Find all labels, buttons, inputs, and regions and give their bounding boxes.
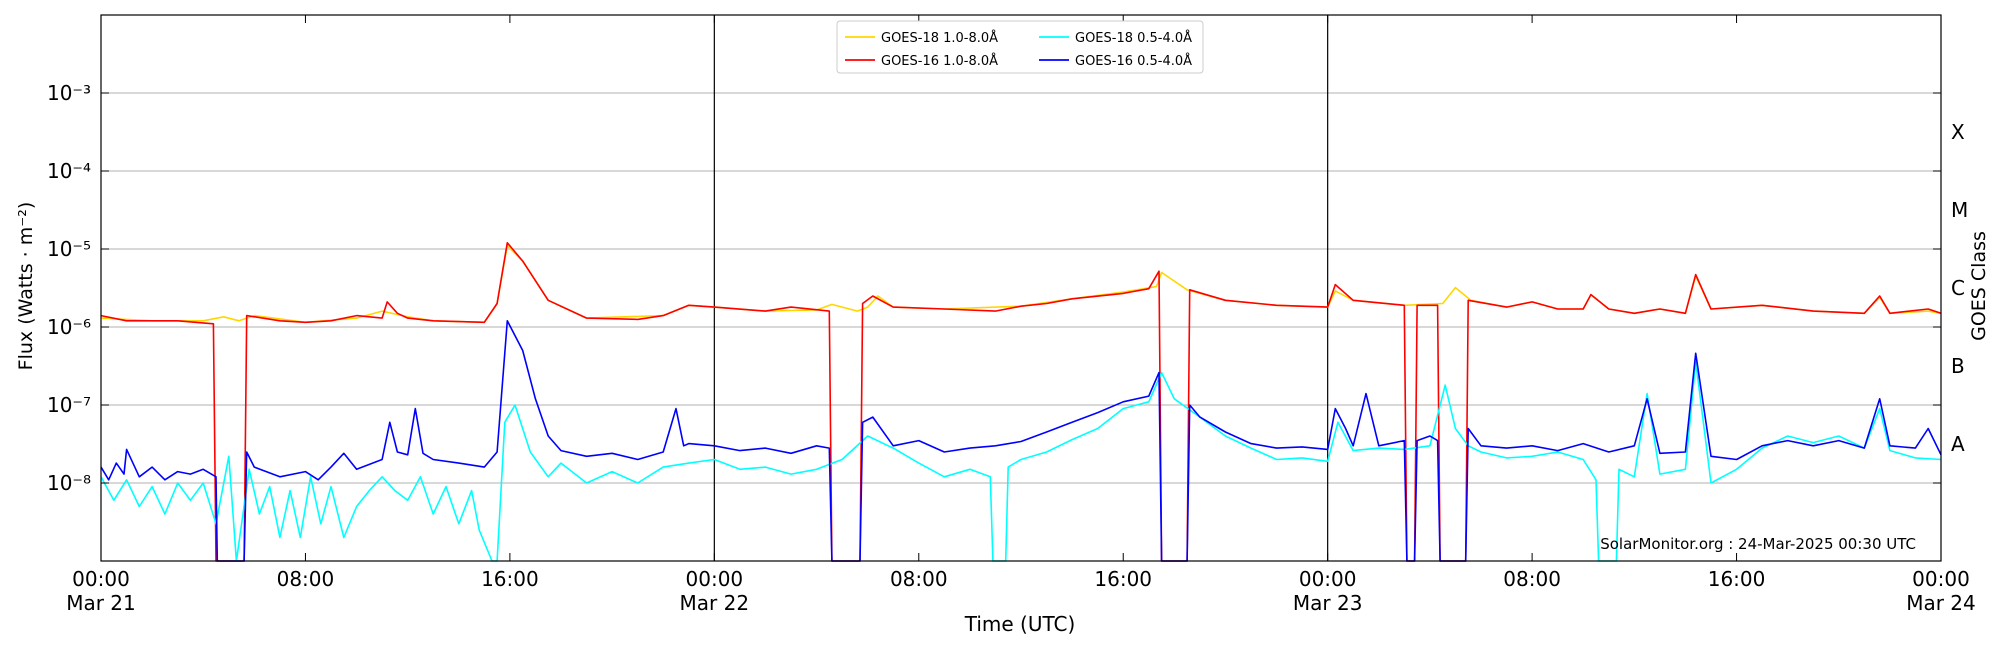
x-tick-label-time: 16:00 — [481, 567, 539, 591]
legend-label-3: GOES-16 0.5-4.0Å — [1075, 53, 1192, 69]
legend-label-1: GOES-16 1.0-8.0Å — [881, 53, 998, 69]
goes-class-label: X — [1951, 120, 1965, 144]
x-tick-label-time: 08:00 — [277, 567, 335, 591]
goes-class-label: B — [1951, 354, 1965, 378]
y-tick-label: 10⁻³ — [47, 81, 91, 105]
series-layer — [100, 242, 1942, 562]
series-line-1 — [100, 242, 1942, 562]
grid-layer — [101, 15, 1941, 561]
y-axis-label: Flux (Watts · m⁻²) — [15, 202, 37, 371]
y-tick-label: 10⁻⁷ — [47, 393, 91, 417]
series-line-0 — [100, 245, 1942, 324]
x-tick-label-time: 08:00 — [1503, 567, 1561, 591]
x-tick-label-date: Mar 22 — [680, 591, 750, 615]
y2-axis-label: GOES Class — [1968, 231, 1990, 341]
x-tick-label-time: 16:00 — [1094, 567, 1152, 591]
x-tick-label-time: 08:00 — [890, 567, 948, 591]
x-axis-label: Time (UTC) — [964, 612, 1076, 636]
y-tick-label: 10⁻⁴ — [47, 159, 91, 183]
x-tick-label-time: 00:00 — [686, 567, 744, 591]
x-tick-label-date: Mar 24 — [1906, 591, 1976, 615]
goes-class-label: A — [1951, 432, 1965, 456]
y-tick-label: 10⁻⁸ — [47, 471, 91, 495]
x-tick-label-time: 16:00 — [1708, 567, 1766, 591]
x-tick-label-time: 00:00 — [1299, 567, 1357, 591]
x-tick-label-time: 00:00 — [1912, 567, 1970, 591]
y-tick-label: 10⁻⁵ — [47, 237, 91, 261]
legend-label-2: GOES-18 0.5-4.0Å — [1075, 30, 1192, 46]
goes-class-label: C — [1951, 276, 1965, 300]
legend: GOES-18 1.0-8.0Å GOES-16 1.0-8.0Å GOES-18 … — [836, 20, 1204, 74]
x-tick-label-date: Mar 21 — [66, 591, 136, 615]
y-tick-label: 10⁻⁶ — [47, 315, 91, 339]
series-line-3 — [100, 320, 1942, 562]
x-tick-label-time: 00:00 — [72, 567, 130, 591]
legend-box — [836, 20, 1204, 74]
x-tick-label-date: Mar 23 — [1293, 591, 1363, 615]
plot-frame — [100, 14, 1942, 562]
goes-class-label: M — [1951, 198, 1968, 222]
footnote: SolarMonitor.org : 24-Mar-2025 00:30 UTC — [1600, 535, 1916, 553]
legend-label-0: GOES-18 1.0-8.0Å — [881, 30, 998, 46]
